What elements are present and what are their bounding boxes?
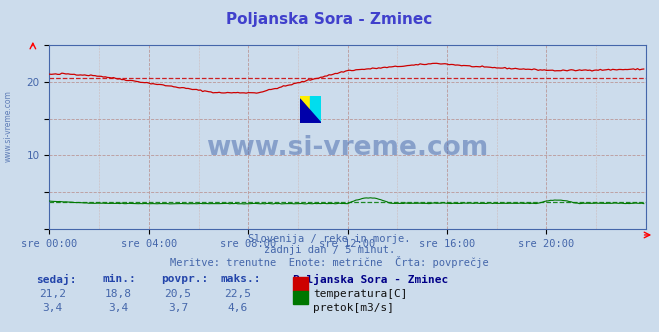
Text: www.si-vreme.com: www.si-vreme.com xyxy=(206,135,489,161)
Bar xyxy=(310,96,321,123)
Text: povpr.:: povpr.: xyxy=(161,274,209,284)
Text: Meritve: trenutne  Enote: metrične  Črta: povprečje: Meritve: trenutne Enote: metrične Črta: … xyxy=(170,256,489,268)
Text: 3,4: 3,4 xyxy=(43,303,63,313)
Text: 3,7: 3,7 xyxy=(168,303,188,313)
Text: maks.:: maks.: xyxy=(221,274,261,284)
Polygon shape xyxy=(300,99,321,123)
Text: Poljanska Sora - Zminec: Poljanska Sora - Zminec xyxy=(227,12,432,27)
Text: 18,8: 18,8 xyxy=(105,289,132,299)
Text: pretok[m3/s]: pretok[m3/s] xyxy=(313,303,394,313)
Text: 20,5: 20,5 xyxy=(165,289,191,299)
Text: min.:: min.: xyxy=(102,274,136,284)
Text: 22,5: 22,5 xyxy=(224,289,250,299)
Text: Poljanska Sora - Zminec: Poljanska Sora - Zminec xyxy=(293,274,449,285)
Text: temperatura[C]: temperatura[C] xyxy=(313,289,407,299)
Bar xyxy=(300,96,310,123)
Text: www.si-vreme.com: www.si-vreme.com xyxy=(4,90,13,162)
Text: 4,6: 4,6 xyxy=(227,303,247,313)
Text: 21,2: 21,2 xyxy=(40,289,66,299)
Text: zadnji dan / 5 minut.: zadnji dan / 5 minut. xyxy=(264,245,395,255)
Text: 3,4: 3,4 xyxy=(109,303,129,313)
Text: Slovenija / reke in morje.: Slovenija / reke in morje. xyxy=(248,234,411,244)
Text: sedaj:: sedaj: xyxy=(36,274,76,285)
